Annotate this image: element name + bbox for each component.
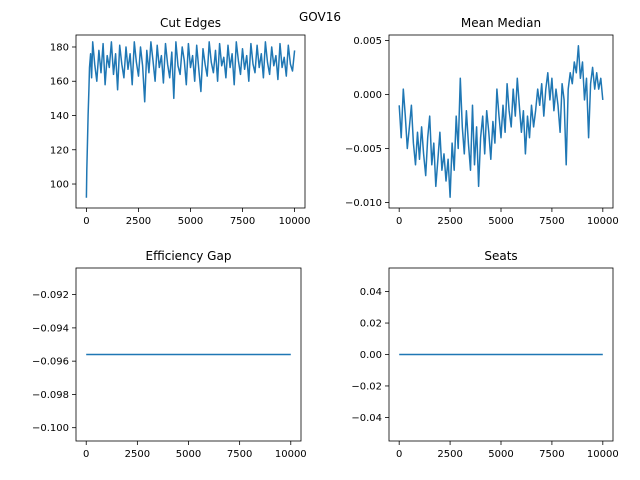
cut-edges-x-tick-label: 5000	[178, 216, 203, 227]
cut-edges-y-tick-label: 100	[50, 180, 69, 191]
cut-edges-chart: Cut Edges 0 2500 5000 7500 10000 100 120 140 160 1…	[50, 16, 311, 227]
seats-x-tick-label: 7500	[539, 449, 564, 460]
efficiency-gap-x-tick-label: 0	[83, 449, 89, 460]
mean-median-title: Mean Median	[461, 16, 541, 30]
seats-x-tick-label: 2500	[437, 449, 462, 460]
mean-median-series-line	[398, 45, 604, 198]
cut-edges-y-tick-label: 140	[50, 111, 69, 122]
mean-median-x-tick-label: 0	[396, 216, 402, 227]
efficiency-gap-y-tick-label: −0.096	[32, 357, 69, 368]
efficiency-gap-y-tick-label: −0.094	[32, 323, 69, 334]
seats-y-tick-label: 0.04	[360, 287, 382, 298]
cut-edges-series-line	[85, 41, 296, 198]
mean-median-y-tick-label: 0.000	[353, 90, 382, 101]
efficiency-gap-x-tick-label: 5000	[176, 449, 201, 460]
seats-y-tick-label: −0.02	[351, 381, 382, 392]
seats-title: Seats	[484, 249, 517, 263]
mean-median-x-tick-label: 2500	[437, 216, 462, 227]
cut-edges-x-tick-label: 7500	[230, 216, 255, 227]
efficiency-gap-title: Efficiency Gap	[146, 249, 232, 263]
mean-median-x-tick-label: 7500	[539, 216, 564, 227]
seats-x-tick-label: 0	[396, 449, 402, 460]
seats-x-tick-label: 5000	[488, 449, 513, 460]
cut-edges-y-tick-label: 120	[50, 145, 69, 156]
cut-edges-x-tick-label: 0	[83, 216, 89, 227]
efficiency-gap-y-tick-label: −0.100	[32, 423, 69, 434]
seats-x-tick-label: 10000	[587, 449, 619, 460]
seats-y-tick-label: −0.04	[351, 413, 382, 424]
cut-edges-x-tick-label: 10000	[279, 216, 311, 227]
efficiency-gap-x-tick-label: 7500	[227, 449, 252, 460]
efficiency-gap-chart: Efficiency Gap 0 2500 5000 7500 10000 −0.092 −0…	[32, 249, 307, 460]
mean-median-y-tick-label: 0.005	[353, 36, 382, 47]
seats-y-tick-label: 0.02	[360, 319, 382, 330]
efficiency-gap-y-tick-label: −0.092	[32, 290, 69, 301]
mean-median-chart: Mean Median 0 2500 5000 7500 10000 −0.010 −0.00…	[345, 16, 619, 227]
efficiency-gap-x-tick-label: 2500	[125, 449, 150, 460]
cut-edges-x-tick-label: 2500	[126, 216, 151, 227]
subplot-grid: Cut Edges 0 2500 5000 7500 10000 100 120 140 160 1…	[32, 16, 619, 460]
mean-median-y-tick-label: −0.005	[345, 144, 382, 155]
mean-median-y-tick-label: −0.010	[345, 198, 382, 209]
mean-median-x-tick-label: 10000	[587, 216, 619, 227]
mean-median-x-tick-label: 5000	[488, 216, 513, 227]
cut-edges-y-tick-label: 160	[50, 77, 69, 88]
cut-edges-title: Cut Edges	[160, 16, 221, 30]
efficiency-gap-x-tick-label: 10000	[275, 449, 307, 460]
cut-edges-y-tick-label: 180	[50, 42, 69, 53]
efficiency-gap-y-tick-label: −0.098	[32, 390, 69, 401]
figure-suptitle: GOV16	[299, 10, 341, 24]
seats-y-tick-label: 0.00	[360, 350, 382, 361]
seats-chart: Seats 0 2500 5000 7500 10000 0.04 0.02 0.00 −0.02…	[351, 249, 618, 460]
